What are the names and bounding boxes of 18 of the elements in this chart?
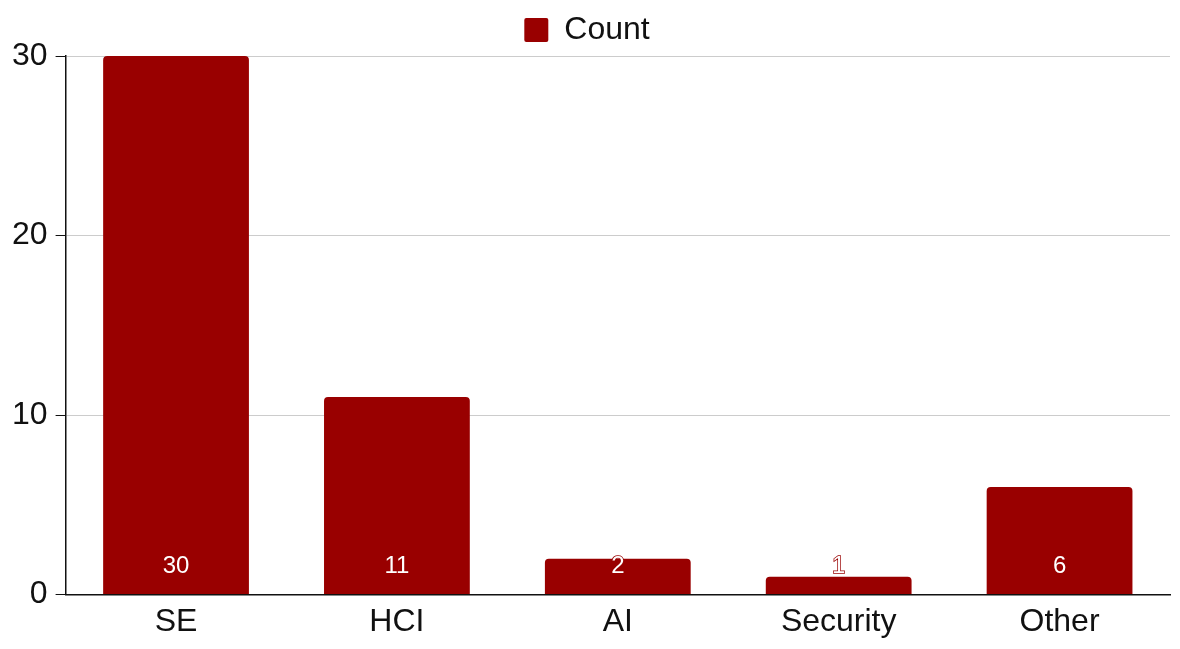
- x-tick-label: Security: [780, 601, 897, 638]
- x-tick-label: SE: [154, 601, 198, 638]
- y-tick-label: 0: [29, 574, 48, 611]
- bar: [324, 397, 470, 595]
- y-tick-label: 20: [12, 215, 48, 252]
- bar: [765, 576, 912, 595]
- y-tick-label: 30: [12, 35, 48, 72]
- data-label: 11: [384, 551, 410, 579]
- data-label: 30: [162, 551, 190, 579]
- y-tick-label: 10: [12, 394, 48, 431]
- bar: [986, 486, 1133, 595]
- bar: [544, 558, 691, 595]
- x-tick-label: AI: [602, 601, 633, 638]
- legend-label: Count: [564, 9, 650, 46]
- bar: [103, 56, 249, 595]
- data-label: 6: [1052, 551, 1067, 579]
- x-tick-label: HCI: [369, 601, 425, 638]
- x-tick-label: Other: [1019, 601, 1100, 638]
